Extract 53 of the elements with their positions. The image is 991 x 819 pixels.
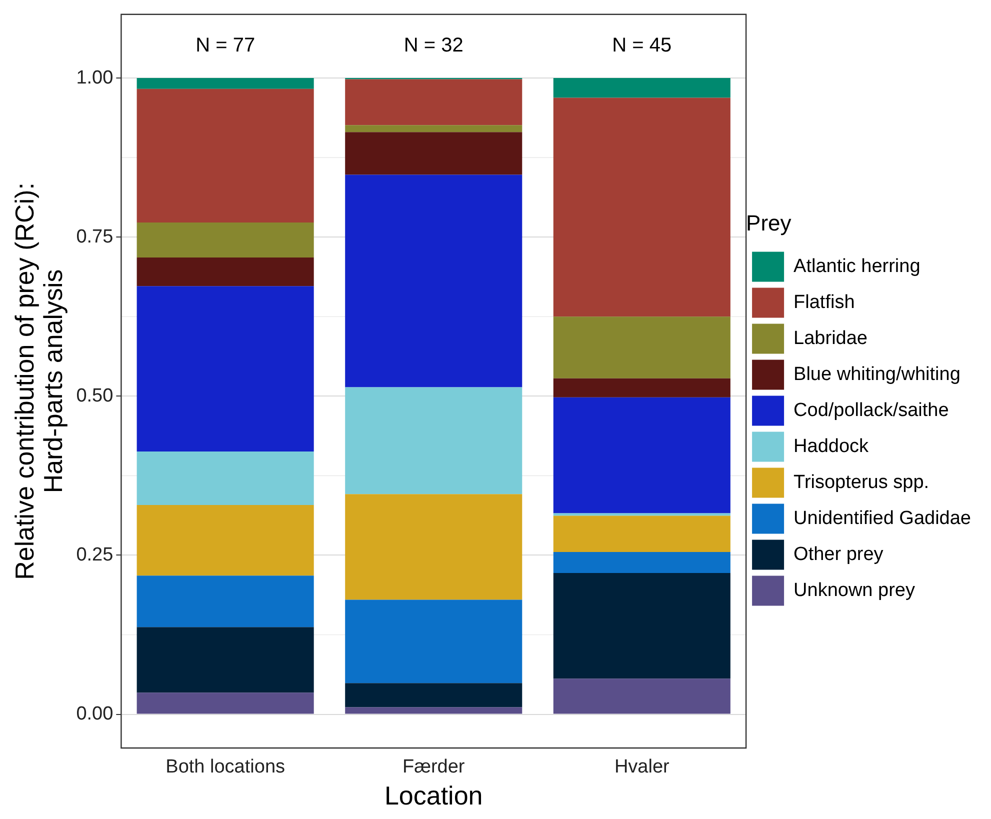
annotation: N = 32 bbox=[404, 34, 464, 57]
bar bbox=[345, 707, 522, 714]
annotation: N = 45 bbox=[612, 34, 672, 57]
bar bbox=[345, 174, 522, 388]
legend-label: Cod/pollack/saithe bbox=[794, 400, 949, 421]
bar bbox=[553, 513, 730, 516]
y-axis-title: Relative contribution of prey (RCi): Hard-parts analysis bbox=[9, 182, 68, 580]
bar bbox=[345, 132, 522, 175]
y-tick-label: 0.50 bbox=[76, 385, 114, 406]
bar bbox=[553, 552, 730, 574]
bar bbox=[136, 286, 314, 452]
x-tick-label: Both locations bbox=[166, 756, 286, 778]
y-tick-label: 0.00 bbox=[76, 704, 114, 725]
bar bbox=[136, 452, 314, 505]
legend-label: Haddock bbox=[794, 436, 870, 457]
bar bbox=[553, 516, 730, 552]
legend-label: Flatfish bbox=[794, 292, 855, 313]
bar bbox=[136, 88, 314, 222]
x-tick-label: Hvaler bbox=[614, 756, 670, 778]
legend-label: Blue whiting/whiting bbox=[794, 364, 960, 385]
bar bbox=[136, 692, 314, 714]
legend-title: Prey bbox=[746, 210, 792, 236]
bar bbox=[553, 378, 730, 398]
bar bbox=[553, 98, 730, 317]
y-tick-label: 0.75 bbox=[76, 226, 114, 248]
bar bbox=[553, 78, 730, 98]
bar bbox=[345, 600, 522, 684]
bar bbox=[345, 125, 522, 132]
bar bbox=[136, 257, 314, 286]
bar bbox=[553, 678, 730, 714]
bar bbox=[553, 573, 730, 679]
bar bbox=[553, 397, 730, 514]
bar bbox=[345, 79, 522, 126]
bar bbox=[345, 683, 522, 708]
legend-label: Trisopterus spp. bbox=[794, 472, 930, 493]
bar bbox=[136, 222, 314, 258]
bar bbox=[136, 627, 314, 693]
bar bbox=[136, 78, 314, 89]
bar bbox=[136, 576, 314, 628]
legend-label: Atlantic herring bbox=[794, 256, 920, 277]
bar bbox=[345, 387, 522, 494]
bar bbox=[345, 494, 522, 600]
legend-label: Unidentified Gadidae bbox=[794, 508, 972, 529]
x-axis-title: Location bbox=[384, 780, 483, 811]
bar bbox=[136, 504, 314, 576]
legend-label: Labridae bbox=[794, 328, 868, 349]
legend-label: Other prey bbox=[794, 544, 884, 565]
x-tick-label: Færder bbox=[402, 756, 466, 778]
y-tick-label: 0.25 bbox=[76, 544, 114, 566]
y-tick-label: 1.00 bbox=[76, 67, 114, 88]
bar bbox=[553, 316, 730, 378]
legend-label: Unknown prey bbox=[794, 580, 916, 601]
annotation: N = 77 bbox=[196, 34, 256, 57]
